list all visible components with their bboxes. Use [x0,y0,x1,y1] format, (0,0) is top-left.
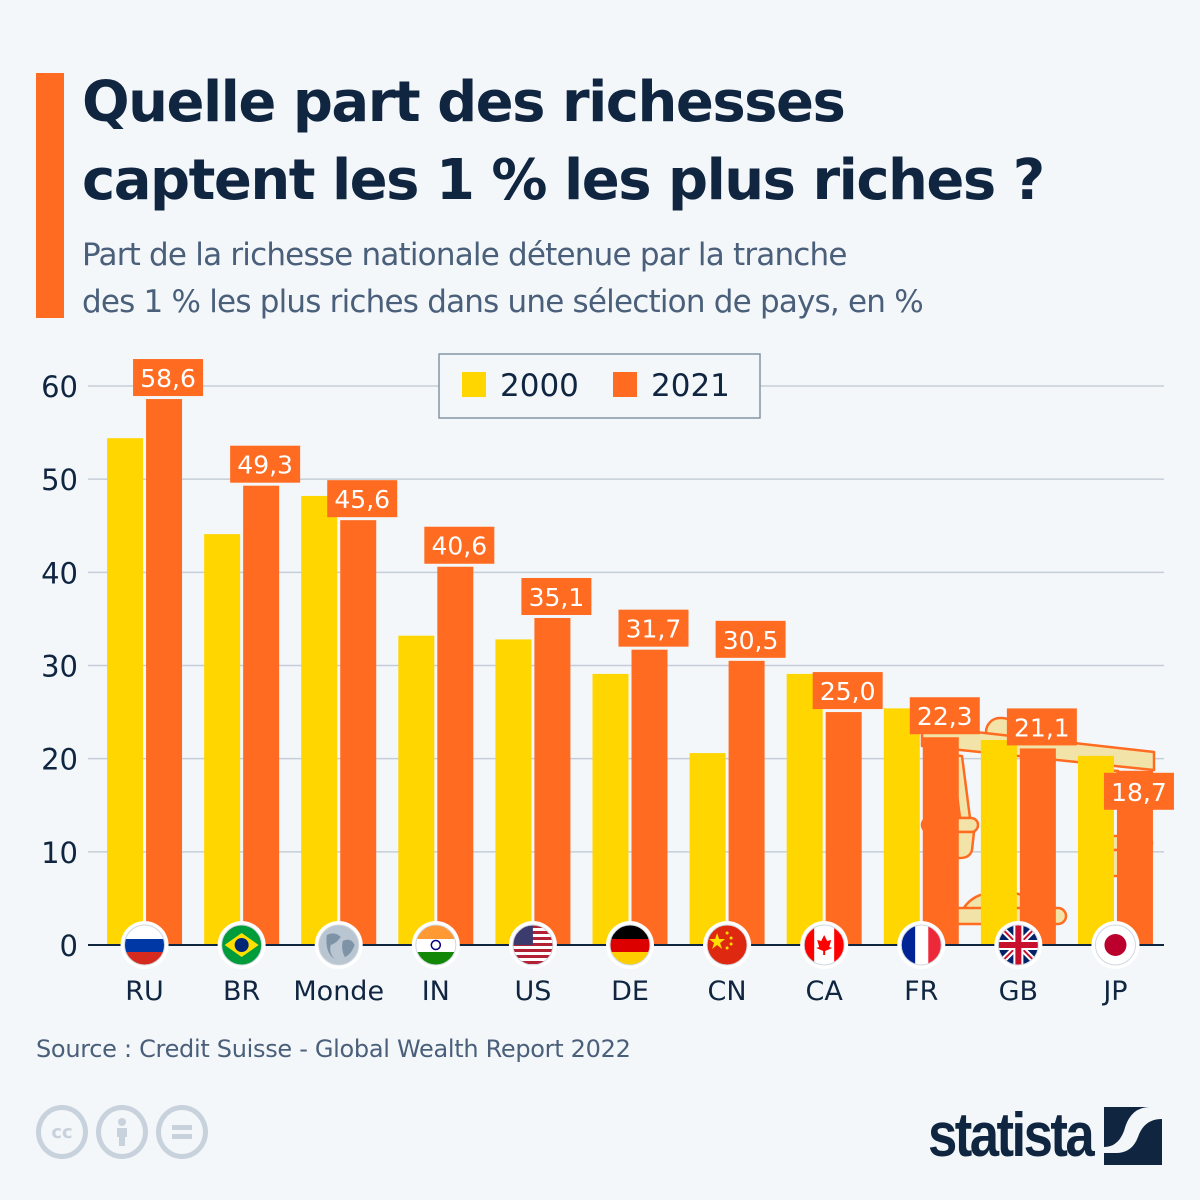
source-note: Source : Credit Suisse - Global Wealth R… [36,1035,631,1063]
data-label-2021-DE: 31,7 [626,615,682,644]
flag-france-icon [897,921,946,969]
bar-2021-US [534,617,571,945]
y-tick-label: 30 [41,650,78,684]
data-label-box [618,609,689,647]
flag-canada-icon [800,921,849,969]
legend: 2000 2021 [438,353,761,419]
data-label-2021-US: 35,1 [529,583,585,612]
x-tick-label: GB [999,976,1038,1007]
x-tick-label: Monde [293,976,384,1007]
flag-india-icon [411,921,460,969]
no-derivatives-icon[interactable] [156,1105,208,1159]
y-tick-label: 0 [60,929,78,963]
data-label-2021-GB: 21,1 [1014,713,1070,742]
data-label-2021-Monde: 45,6 [334,485,390,514]
x-tick-label: RU [125,976,164,1007]
bar-2000-GB [980,740,1017,945]
data-label-box [230,445,301,483]
flag-germany-icon [606,921,654,969]
data-label-2021-BR: 49,3 [237,451,293,480]
data-label-box [327,480,398,518]
x-tick-label: DE [611,976,649,1007]
x-tick-label: CN [708,976,747,1007]
bar-2000-IN [398,635,435,945]
bar-2021-IN [437,566,474,945]
flag-usa-icon [508,921,557,969]
y-tick-label: 60 [41,370,78,404]
bar-2021-BR [243,485,280,945]
x-tick-label: FR [904,976,938,1007]
bar-2021-FR [922,737,959,945]
bar-2000-CN [689,753,726,945]
data-label-2021-FR: 22,3 [917,702,973,731]
bar-2000-BR [204,534,241,945]
bar-2000-FR [883,708,920,945]
cc-icon[interactable]: cc [36,1105,88,1159]
legend-swatch-2000 [462,372,486,397]
data-label-box [133,359,204,397]
bar-2000-DE [592,673,629,945]
bar-2021-CA [825,712,862,945]
data-label-box [424,526,495,564]
y-tick-label: 20 [41,743,78,777]
data-label-2021-RU: 58,6 [140,364,196,393]
bar-2000-US [495,639,532,945]
bar-2021-Monde [340,520,377,945]
legend-box [438,353,761,419]
data-label-box [1006,708,1077,746]
flag-china-icon [703,921,752,969]
chart-subtitle: Part de la richesse nationale détenue pa… [82,232,1192,326]
flag-russia-icon [120,921,169,969]
x-tick-label: US [514,976,551,1007]
x-tick-label: BR [223,976,260,1007]
statista-mark-icon [1104,1106,1162,1165]
data-label-2021-IN: 40,6 [431,532,487,561]
y-tick-label: 50 [41,463,78,497]
bar-2000-Monde [301,495,338,945]
data-label-2021-CN: 30,5 [723,626,779,655]
brand-name: statista [927,1101,1095,1170]
bar-2000-RU [107,438,144,945]
x-axis: RU BR Monde IN US DE CN CA FR GB JP [88,921,1164,1007]
data-label-2021-CA: 25,0 [820,677,876,706]
bar-2021-RU [146,399,183,945]
title-line-2: captent les 1 % les plus riches ? [82,148,1045,213]
data-label-box [909,697,980,735]
data-label-2021-JP: 18,7 [1111,778,1167,807]
subtitle-line-2: des 1 % les plus riches dans une sélecti… [82,284,924,320]
statista-logo[interactable]: statista [899,1100,1162,1171]
legend-swatch-2021 [613,372,637,397]
data-label-box [521,577,592,615]
x-tick-label: JP [1101,976,1127,1007]
legend-label-2000: 2000 [500,368,579,404]
x-tick-label: IN [422,976,450,1007]
flag-uk-icon [994,921,1043,969]
globe-world-icon [314,921,363,969]
legend-label-2021: 2021 [651,368,730,404]
data-label-box [812,672,883,710]
y-tick-label: 40 [41,556,78,590]
data-labels: 58,6 49,3 45,6 40,6 35,1 31,7 30,5 25,0 22,3 21,1… [133,359,1174,810]
bar-chart: 0 10 20 30 40 50 60 58,6 49,3 45,6 40,6 35,1 31,7 30… [41,353,1174,1007]
subtitle-line-1: Part de la richesse nationale détenue pa… [82,237,847,273]
data-label-box [1103,772,1174,810]
title-accent-bar [36,73,64,318]
bar-2021-GB [1019,748,1056,945]
y-tick-label: 10 [41,836,78,870]
license-icons: cc [36,1105,208,1159]
bar-2000-CA [786,673,823,945]
data-label-box [715,620,786,658]
flag-japan-icon [1091,921,1140,969]
bar-2021-CN [728,660,765,945]
flag-brazil-icon [217,921,266,969]
x-tick-label: CA [806,976,844,1007]
title-line-1: Quelle part des richesses [82,70,846,135]
bar-2021-DE [631,649,668,945]
attribution-icon[interactable] [96,1105,148,1159]
chart-title: Quelle part des richesses captent les 1 … [82,64,1192,220]
